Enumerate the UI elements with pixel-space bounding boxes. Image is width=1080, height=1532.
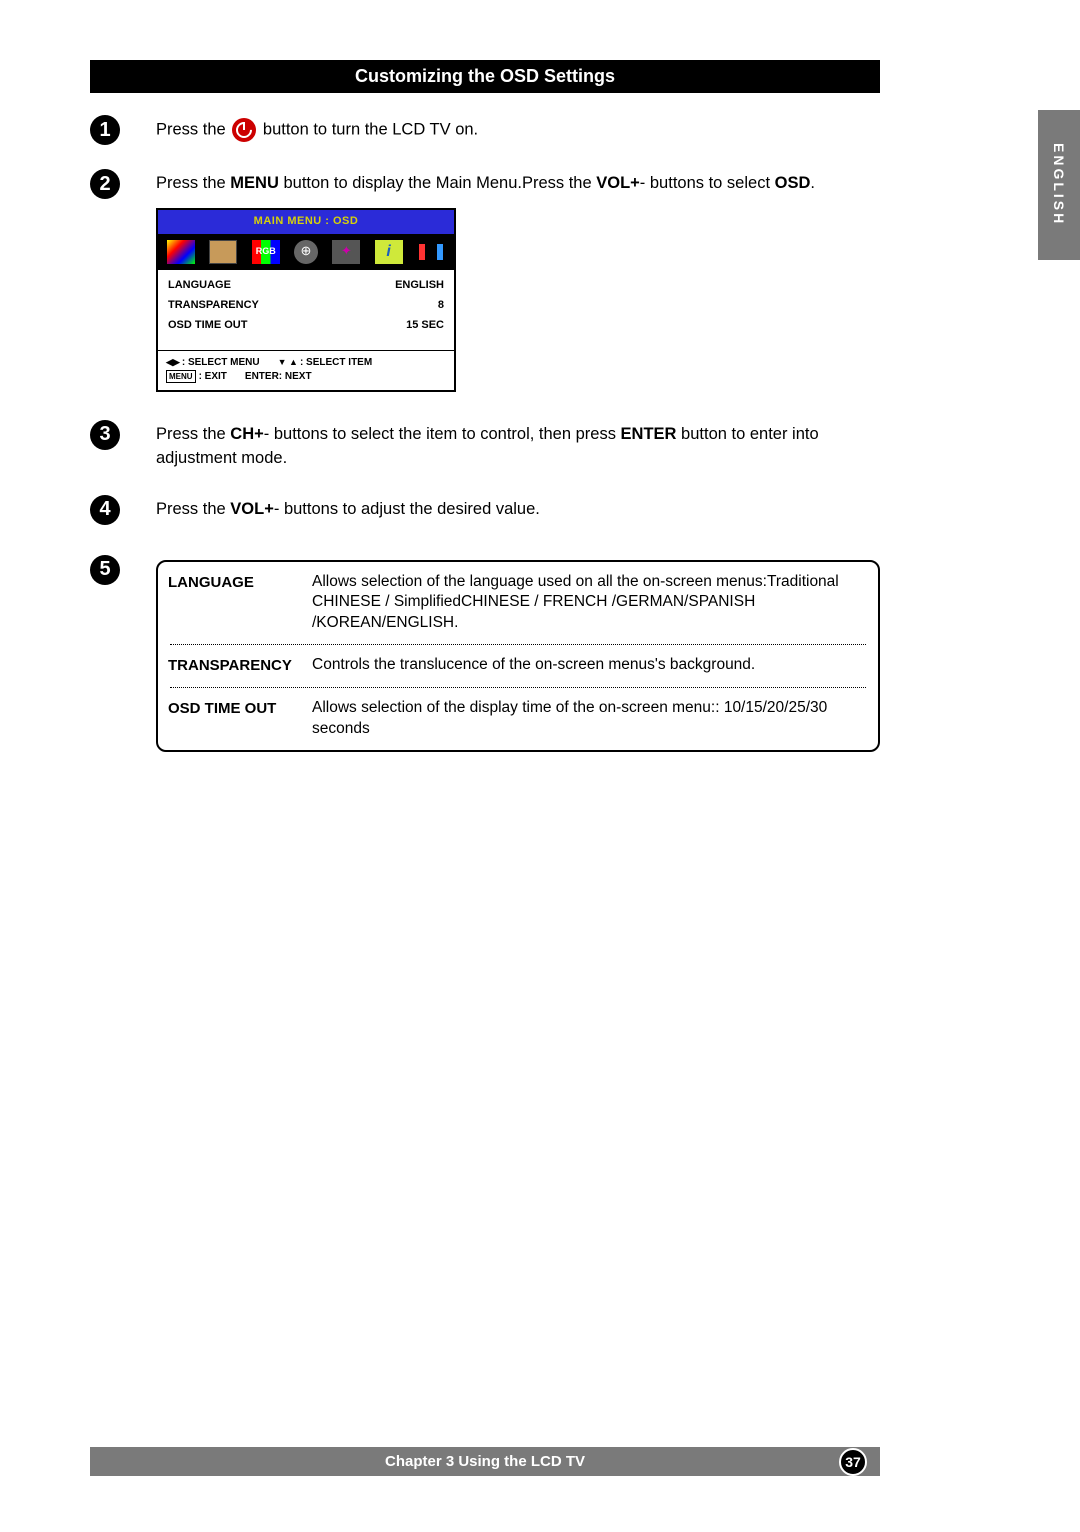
- setting-label: TRANSPARENCY: [158, 645, 308, 687]
- step1-pre: Press the: [156, 120, 230, 138]
- osd-icon: ⊕: [294, 240, 318, 264]
- menu-label: MENU: [230, 174, 279, 192]
- step-3: 3 Press the CH+- buttons to select the i…: [90, 420, 880, 471]
- page-number: 37: [839, 1448, 867, 1476]
- setting-desc: Allows selection of the language used on…: [308, 562, 878, 645]
- step-5: 5 LANGUAGE Allows selection of the langu…: [90, 555, 880, 752]
- t: .: [810, 174, 815, 192]
- hint-enter: ENTER: NEXT: [245, 370, 312, 384]
- step-2: 2 Press the MENU button to display the M…: [90, 169, 880, 392]
- power-icon: [232, 118, 256, 142]
- step-bullet: 2: [90, 169, 120, 199]
- hint-select-item: : SELECT ITEM: [278, 356, 373, 370]
- vol-label: VOL+: [596, 174, 640, 192]
- step-4: 4 Press the VOL+- buttons to adjust the …: [90, 495, 880, 525]
- page-footer: Chapter 3 Using the LCD TV 37: [90, 1447, 880, 1476]
- osd-label: OSD: [775, 174, 811, 192]
- setting-label: LANGUAGE: [158, 562, 308, 645]
- osd-val: ENGLISH: [395, 278, 444, 294]
- page-content: Customizing the OSD Settings 1 Press the…: [90, 60, 880, 776]
- t: button to display the Main Menu.Press th…: [279, 174, 596, 192]
- osd-hints: : SELECT MENU : SELECT ITEM MENU: EXIT E…: [158, 350, 454, 390]
- osd-key: TRANSPARENCY: [168, 298, 259, 314]
- menu-box-icon: MENU: [166, 370, 196, 383]
- osd-icon: [209, 240, 237, 264]
- osd-icon: i: [375, 240, 403, 264]
- osd-icon: RGB: [252, 240, 280, 264]
- step-bullet: 3: [90, 420, 120, 450]
- hint-select-menu: : SELECT MENU: [166, 356, 260, 370]
- t: buttons to select: [645, 174, 774, 192]
- step1-post: button to turn the LCD TV on.: [263, 120, 478, 138]
- osd-key: OSD TIME OUT: [168, 318, 247, 334]
- osd-val: 8: [438, 298, 444, 314]
- t: buttons to select the item to control, t…: [269, 425, 620, 443]
- t: Press the: [156, 174, 230, 192]
- t: buttons to adjust the desired value.: [279, 500, 540, 518]
- section-title: Customizing the OSD Settings: [90, 60, 880, 93]
- osd-icon: ✦: [332, 240, 360, 264]
- vol-label: VOL+: [230, 500, 274, 518]
- step-bullet: 4: [90, 495, 120, 525]
- settings-table: LANGUAGE Allows selection of the languag…: [156, 560, 880, 752]
- t: Press the: [156, 425, 230, 443]
- step-bullet: 5: [90, 555, 120, 585]
- t: Press the: [156, 500, 230, 518]
- osd-key: LANGUAGE: [168, 278, 231, 294]
- setting-desc: Allows selection of the display time of …: [308, 688, 878, 750]
- ch-label: CH+: [230, 425, 263, 443]
- hint-exit: : EXIT: [199, 371, 227, 382]
- language-tab: ENGLISH: [1038, 110, 1080, 260]
- osd-val: 15 SEC: [406, 318, 444, 334]
- setting-desc: Controls the translucence of the on-scre…: [308, 645, 878, 687]
- osd-title: MAIN MENU : OSD: [158, 210, 454, 234]
- osd-icon: [417, 240, 445, 264]
- osd-icon-row: RGB ⊕ ✦ i: [158, 234, 454, 270]
- step-bullet: 1: [90, 115, 120, 145]
- osd-menu-mock: MAIN MENU : OSD RGB ⊕ ✦ i LANGUAGE ENGLIS…: [156, 208, 456, 392]
- enter-label: ENTER: [621, 425, 677, 443]
- footer-text: Chapter 3 Using the LCD TV: [385, 1453, 585, 1470]
- setting-label: OSD TIME OUT: [158, 688, 308, 750]
- osd-icon: [167, 240, 195, 264]
- step-1: 1 Press the button to turn the LCD TV on…: [90, 115, 880, 145]
